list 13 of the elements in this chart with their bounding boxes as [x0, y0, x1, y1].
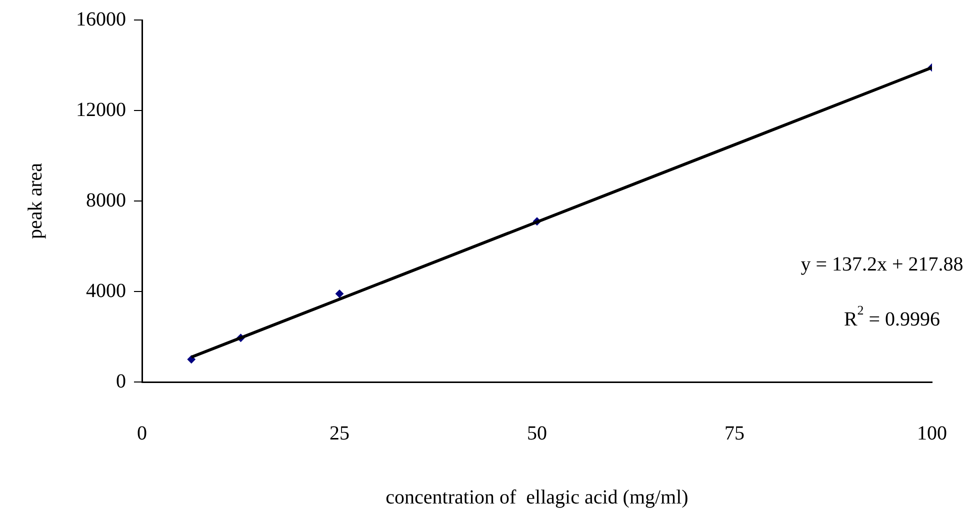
y-tick-label: 4000	[86, 280, 126, 302]
y-tick-label: 0	[116, 370, 126, 392]
x-tick-label: 100	[917, 422, 947, 444]
x-axis-title: concentration of ellagic acid (mg/ml)	[386, 486, 688, 508]
annotation: y = 137.2x + 217.88	[800, 253, 964, 276]
y-tick-label: 16000	[76, 8, 126, 30]
x-tick-label: 50	[527, 422, 547, 444]
x-tick-label: 25	[330, 422, 350, 444]
x-tick-label: 0	[137, 422, 147, 444]
y-tick-label: 8000	[86, 189, 126, 212]
y-axis-title: peak area	[24, 162, 46, 240]
y-tick-label: 12000	[76, 98, 126, 121]
x-tick-label: 75	[724, 422, 744, 444]
